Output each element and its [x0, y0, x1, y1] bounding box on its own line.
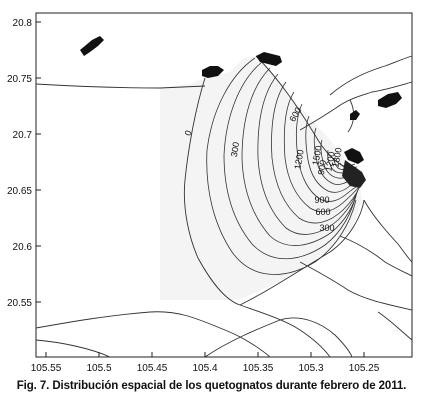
x-tick-label: 105.35: [243, 363, 274, 374]
y-tick-label: 20.75: [7, 74, 32, 85]
y-tick-label: 20.65: [7, 186, 32, 197]
contour-label: 300: [229, 141, 241, 158]
distribution-map: 105.55 105.5 105.45 105.4 105.35 105.3 1…: [7, 12, 413, 374]
y-tick-label: 20.7: [13, 130, 33, 141]
y-tick-label: 20.55: [7, 298, 32, 309]
tick-marks: [36, 21, 365, 357]
contour-label: 1800: [330, 147, 343, 168]
interpolated-area: [160, 56, 362, 300]
island-northwest: [80, 36, 104, 56]
x-tick-label: 105.45: [137, 363, 168, 374]
landmass-river-mouth: [344, 148, 364, 164]
figure-caption: Fig. 7. Distribución espacial de los que…: [16, 380, 407, 392]
landmass-north: [256, 52, 282, 66]
x-tick-label: 105.4: [192, 363, 217, 374]
y-tick-label: 20.8: [13, 18, 33, 29]
contour-label: 900: [316, 159, 328, 176]
high-density-core: [342, 160, 366, 188]
y-tick-label: 20.6: [13, 242, 33, 253]
x-tick-label: 105.25: [349, 363, 380, 374]
contour-label: 1500: [310, 145, 323, 166]
landmass-west-point: [202, 66, 224, 78]
island-east-small: [350, 110, 360, 120]
contour-label: 0: [183, 129, 194, 137]
x-tick-label: 105.5: [86, 363, 111, 374]
contour-label: 1200: [323, 151, 336, 172]
contour-label: 900: [314, 195, 329, 205]
contour-label: 600: [315, 207, 330, 217]
contour-label: 1200: [292, 149, 305, 170]
island-east-large: [378, 92, 402, 108]
x-tick-label: 105.3: [298, 363, 323, 374]
x-tick-label: 105.55: [31, 363, 62, 374]
land-masses: [80, 36, 402, 164]
contour-label: 300: [319, 223, 334, 233]
